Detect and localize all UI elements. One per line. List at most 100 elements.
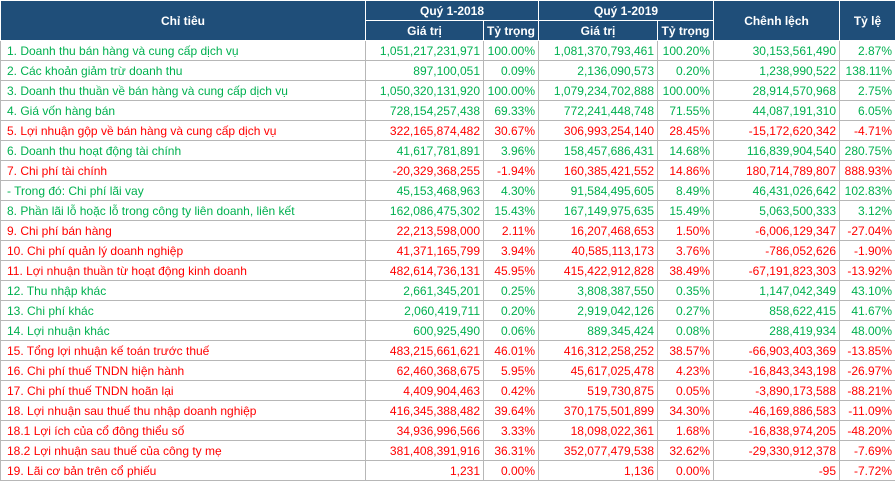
value-2018: 483,215,661,621 — [365, 340, 484, 361]
table-row: 9. Chi phí bán hàng 22,213,598,000 2.11% 16… — [0, 220, 895, 241]
ratio-value: 888.93% — [839, 160, 895, 181]
value-2019: 352,077,479,538 — [538, 440, 659, 461]
weight-2018: 100.00% — [482, 40, 540, 61]
weight-2018: 0.42% — [482, 380, 540, 401]
value-2018: 1,231 — [365, 460, 484, 481]
weight-2019: 0.05% — [657, 380, 715, 401]
weight-2018: 45.95% — [482, 260, 540, 281]
weight-2018: 3.96% — [482, 140, 540, 161]
value-2018: 41,371,165,799 — [365, 240, 484, 261]
ratio-value: 2.87% — [839, 40, 895, 61]
row-label: 6. Doanh thu hoạt động tài chính — [0, 140, 366, 161]
value-2018: 1,051,217,231,971 — [365, 40, 484, 61]
table-row: 5. Lợi nhuận gộp về bán hàng và cung cấp… — [0, 120, 895, 141]
weight-2019: 28.45% — [657, 120, 715, 141]
value-2018: 482,614,736,131 — [365, 260, 484, 281]
weight-2018: 2.11% — [482, 220, 540, 241]
weight-2018: 30.67% — [482, 120, 540, 141]
difference-value: 116,839,904,540 — [713, 140, 841, 161]
difference-value: 1,238,990,522 — [713, 60, 841, 81]
weight-2019: 34.30% — [657, 400, 715, 421]
table-row: 4. Giá vốn hàng bán 728,154,257,438 69.33%… — [0, 100, 895, 121]
row-label: 18. Lợi nhuận sau thuế thu nhập doanh ng… — [0, 400, 366, 421]
value-2018: -20,329,368,255 — [365, 160, 484, 181]
value-2018: 45,153,468,963 — [365, 180, 484, 201]
ratio-value: 3.12% — [839, 200, 895, 221]
weight-2019: 71.55% — [657, 100, 715, 121]
difference-value: -66,903,403,369 — [713, 340, 841, 361]
table-row: - Trong đó: Chi phí lãi vay 45,153,468,96… — [0, 180, 895, 201]
row-label: 2. Các khoản giảm trừ doanh thu — [0, 60, 366, 81]
weight-2018: 3.33% — [482, 420, 540, 441]
ratio-value: 41.67% — [839, 300, 895, 321]
ratio-value: -88.21% — [839, 380, 895, 401]
row-label: 12. Thu nhập khác — [0, 280, 366, 301]
header-indicator: Chỉ tiêu — [0, 0, 366, 41]
value-2018: 322,165,874,482 — [365, 120, 484, 141]
value-2019: 16,207,468,653 — [538, 220, 659, 241]
difference-value: 858,622,415 — [713, 300, 841, 321]
difference-value: 46,431,026,642 — [713, 180, 841, 201]
weight-2018: 0.25% — [482, 280, 540, 301]
difference-value: 28,914,570,968 — [713, 80, 841, 101]
ratio-value: 43.10% — [839, 280, 895, 301]
table-row: 18.1 Lợi ích của cổ đông thiểu số 34,936,… — [0, 420, 895, 441]
weight-2019: 1.68% — [657, 420, 715, 441]
header-row-1: Chỉ tiêu Quý 1-2018 Quý 1-2019 Chênh lệc… — [0, 0, 895, 41]
row-label: 9. Chi phí bán hàng — [0, 220, 366, 241]
value-2018: 2,060,419,711 — [365, 300, 484, 321]
weight-2019: 15.49% — [657, 200, 715, 221]
value-2019: 772,241,448,748 — [538, 100, 659, 121]
weight-2018: 100.00% — [482, 80, 540, 101]
table-row: 18. Lợi nhuận sau thuế thu nhập doanh ng… — [0, 400, 895, 421]
value-2018: 728,154,257,438 — [365, 100, 484, 121]
ratio-value: -4.71% — [839, 120, 895, 141]
weight-2019: 0.20% — [657, 60, 715, 81]
value-2019: 2,136,090,573 — [538, 60, 659, 81]
value-2018: 62,460,368,675 — [365, 360, 484, 381]
difference-value: -67,191,823,303 — [713, 260, 841, 281]
weight-2018: 5.95% — [482, 360, 540, 381]
table-row: 11. Lợi nhuận thuần từ hoạt động kinh do… — [0, 260, 895, 281]
table-row: 3. Doanh thu thuần về bán hàng và cung c… — [0, 80, 895, 101]
value-2018: 2,661,345,201 — [365, 280, 484, 301]
weight-2019: 38.57% — [657, 340, 715, 361]
value-2018: 22,213,598,000 — [365, 220, 484, 241]
value-2018: 34,936,996,566 — [365, 420, 484, 441]
value-2019: 167,149,975,635 — [538, 200, 659, 221]
header-row-2: Giá trị Tỷ trọng Giá trị Tỷ trọng — [1, 20, 895, 41]
weight-2018: 0.00% — [482, 460, 540, 481]
difference-value: -3,890,173,588 — [713, 380, 841, 401]
difference-value: 30,153,561,490 — [713, 40, 841, 61]
value-2019: 40,585,113,173 — [538, 240, 659, 261]
value-2019: 1,079,234,702,888 — [538, 80, 659, 101]
row-label: 19. Lãi cơ bản trên cổ phiếu — [0, 460, 366, 481]
table-row: 14. Lợi nhuận khác 600,925,490 0.06% 889,34… — [0, 320, 895, 341]
value-2019: 18,098,022,361 — [538, 420, 659, 441]
value-2019: 160,385,421,552 — [538, 160, 659, 181]
difference-value: 5,063,500,333 — [713, 200, 841, 221]
weight-2019: 0.00% — [657, 460, 715, 481]
header-ratio: Tỷ lệ — [839, 0, 895, 41]
row-label: 4. Giá vốn hàng bán — [0, 100, 366, 121]
value-2019: 45,617,025,478 — [538, 360, 659, 381]
row-label: 11. Lợi nhuận thuần từ hoạt động kinh do… — [0, 260, 366, 281]
row-label: 8. Phần lãi lỗ hoặc lỗ trong công ty liê… — [0, 200, 366, 221]
header-period-2019: Quý 1-2019 — [538, 0, 715, 21]
value-2019: 416,312,258,252 — [538, 340, 659, 361]
value-2019: 158,457,686,431 — [538, 140, 659, 161]
row-label: 3. Doanh thu thuần về bán hàng và cung c… — [0, 80, 366, 101]
row-label: 16. Chi phí thuế TNDN hiện hành — [0, 360, 366, 381]
weight-2018: 0.06% — [482, 320, 540, 341]
weight-2019: 14.68% — [657, 140, 715, 161]
value-2019: 519,730,875 — [538, 380, 659, 401]
difference-value: 44,087,191,310 — [713, 100, 841, 121]
value-2019: 889,345,424 — [538, 320, 659, 341]
row-label: - Trong đó: Chi phí lãi vay — [0, 180, 366, 201]
weight-2018: 4.30% — [482, 180, 540, 201]
weight-2019: 4.23% — [657, 360, 715, 381]
row-label: 13. Chi phí khác — [0, 300, 366, 321]
weight-2018: 36.31% — [482, 440, 540, 461]
table-row: 13. Chi phí khác 2,060,419,711 0.20% 2,919,… — [0, 300, 895, 321]
